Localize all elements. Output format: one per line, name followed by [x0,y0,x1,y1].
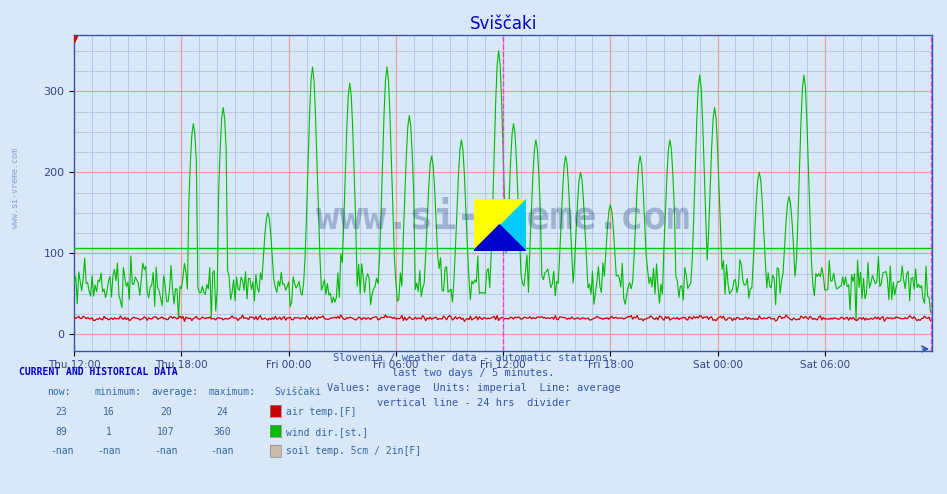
Text: Sviščaki: Sviščaki [275,387,322,397]
Text: now:: now: [47,387,71,397]
Text: wind dir.[st.]: wind dir.[st.] [286,427,368,437]
Text: -nan: -nan [98,447,120,456]
Text: -nan: -nan [154,447,177,456]
Polygon shape [474,225,526,251]
Text: www.si-vreme.com: www.si-vreme.com [316,199,690,237]
Text: air temp.[F]: air temp.[F] [286,407,356,417]
Text: 89: 89 [56,427,67,437]
Title: Sviščaki: Sviščaki [470,15,537,33]
Text: www.si-vreme.com: www.si-vreme.com [11,148,21,228]
Text: CURRENT AND HISTORICAL DATA: CURRENT AND HISTORICAL DATA [19,368,178,377]
Polygon shape [474,199,526,251]
Text: average:: average: [152,387,199,397]
Polygon shape [474,199,526,251]
Text: soil temp. 5cm / 2in[F]: soil temp. 5cm / 2in[F] [286,447,421,456]
Text: minimum:: minimum: [95,387,142,397]
Text: 360: 360 [214,427,231,437]
Text: 16: 16 [103,407,115,417]
Text: 107: 107 [157,427,174,437]
Text: 1: 1 [106,427,112,437]
Text: 20: 20 [160,407,171,417]
Text: -nan: -nan [211,447,234,456]
Text: -nan: -nan [50,447,73,456]
Text: maximum:: maximum: [208,387,256,397]
Text: Slovenia / weather data - automatic stations.
last two days / 5 minutes.
Values:: Slovenia / weather data - automatic stat… [327,353,620,408]
Text: 24: 24 [217,407,228,417]
Text: 23: 23 [56,407,67,417]
